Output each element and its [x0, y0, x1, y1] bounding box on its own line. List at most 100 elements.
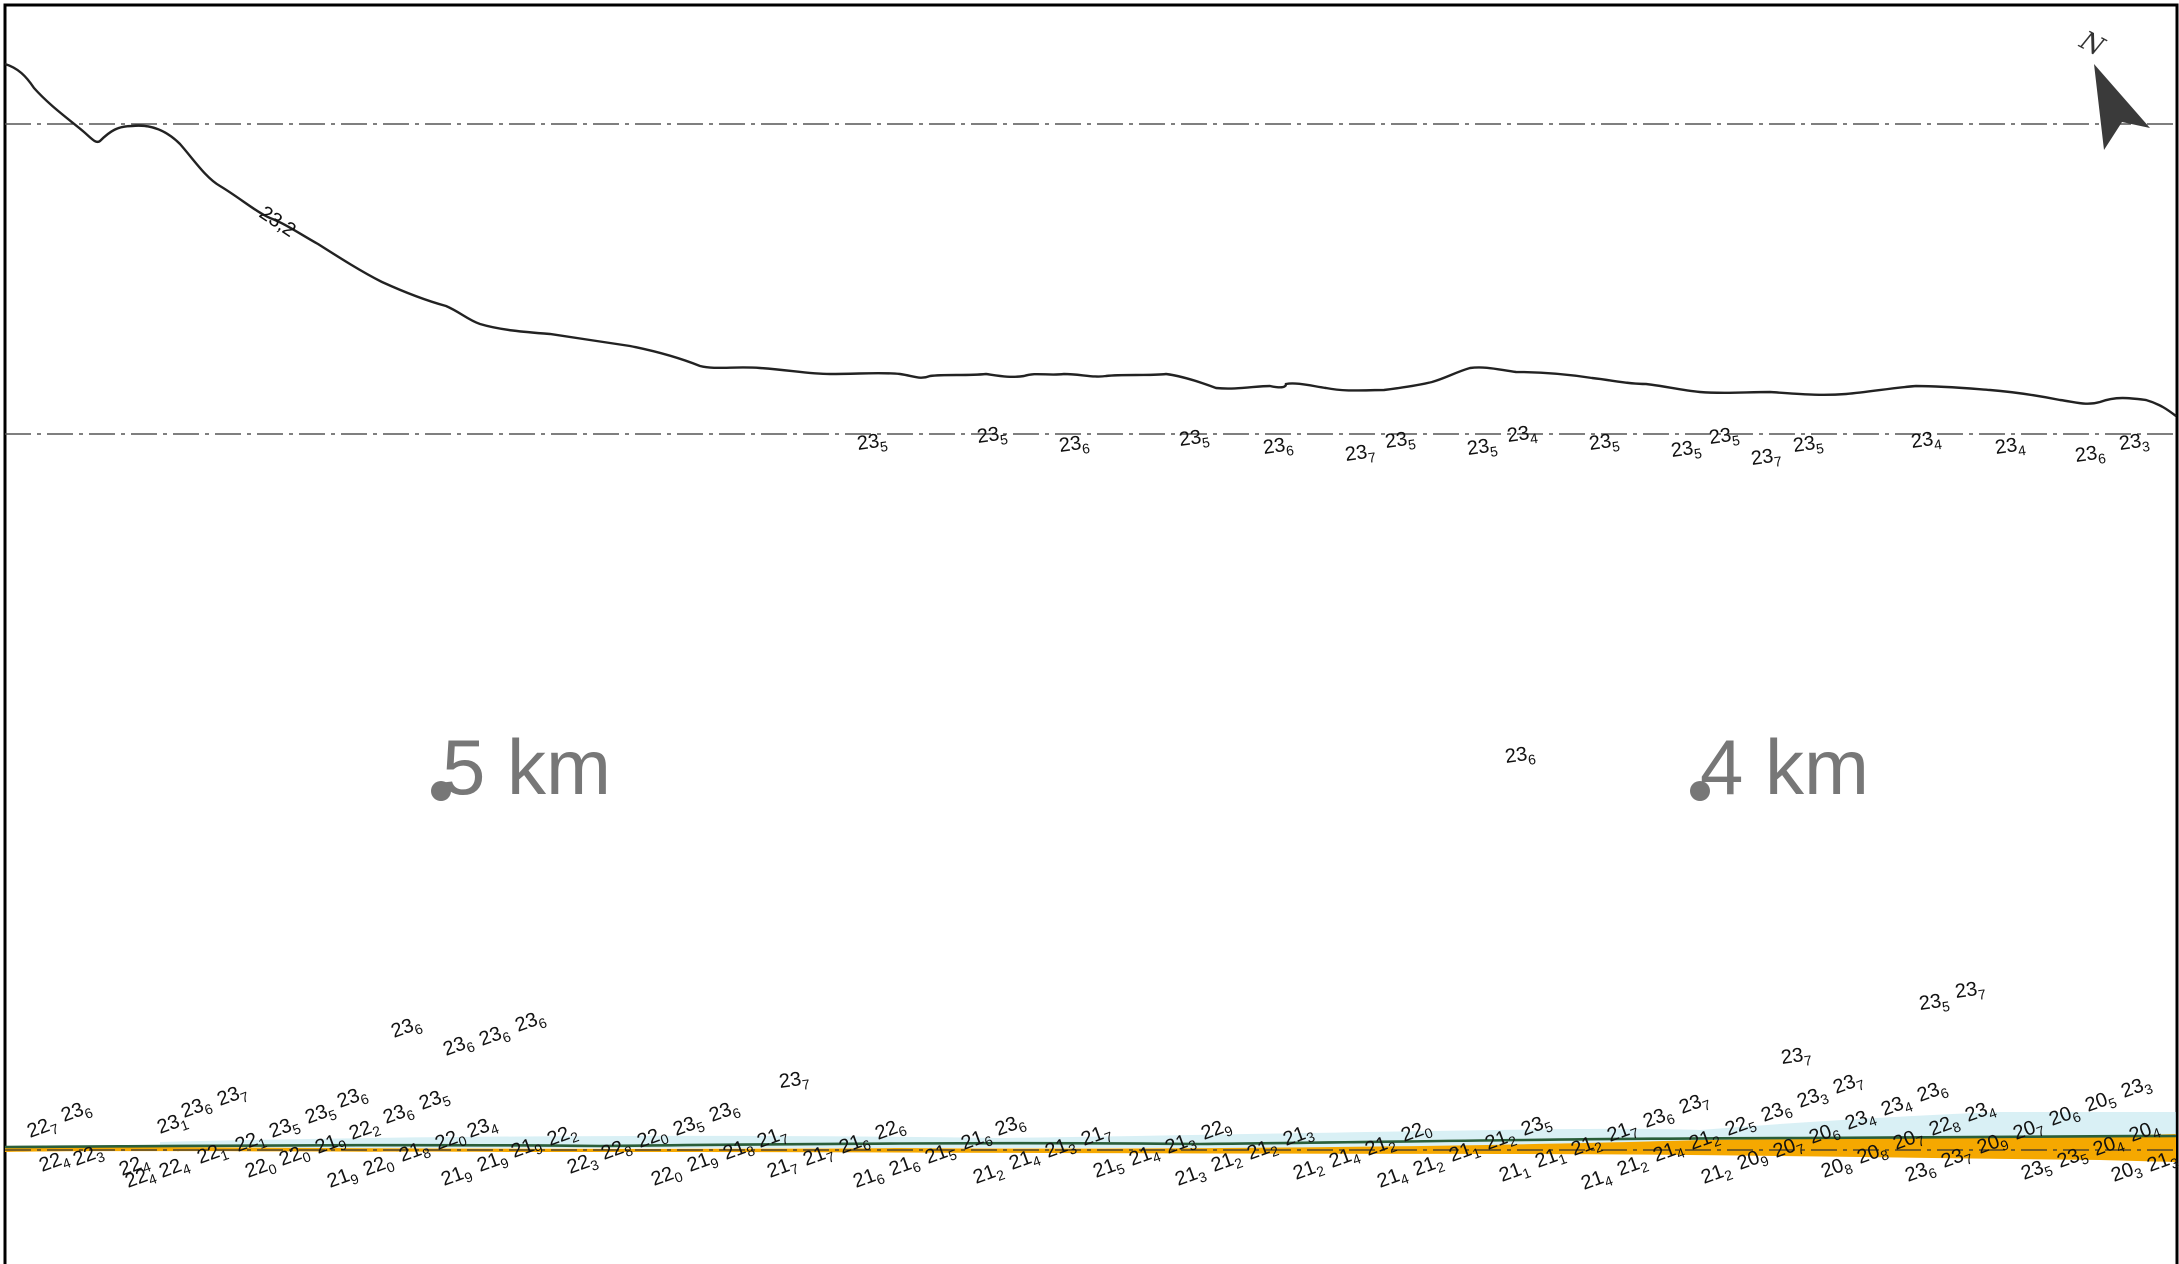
- depth-sounding: 236: [58, 1096, 95, 1130]
- depth-sounding: 235: [1670, 436, 1703, 465]
- depth-sounding: 217: [764, 1152, 801, 1186]
- sounding-whole: 23: [1466, 435, 1491, 460]
- sounding-whole: 21: [1698, 1160, 1726, 1188]
- sounding-whole: 22: [564, 1150, 592, 1178]
- depth-sounding: 237: [1750, 444, 1783, 473]
- depth-sounding: 224: [156, 1152, 193, 1186]
- depth-sounding: 236: [1902, 1156, 1939, 1190]
- sounding-whole: 21: [754, 1124, 782, 1152]
- depth-sounding: 221: [232, 1126, 269, 1160]
- sounding-whole: 21: [1614, 1152, 1642, 1180]
- depth-sounding: 213: [1042, 1132, 1079, 1166]
- shoreline: [4, 1112, 2177, 1162]
- sounding-whole: 21: [1410, 1152, 1438, 1180]
- sounding-whole: 23: [1910, 428, 1935, 453]
- sounding-decimal: 6: [1527, 751, 1537, 768]
- depth-sounding: 236: [476, 1020, 513, 1054]
- depth-sounding: 223: [70, 1140, 107, 1174]
- depth-sounding: 220: [242, 1152, 279, 1186]
- depth-sounding: 235: [856, 429, 889, 458]
- sounding-decimal: 7: [801, 1076, 811, 1093]
- sounding-whole: 23: [1588, 430, 1613, 455]
- sounding-whole: 20: [2108, 1158, 2136, 1186]
- depth-sounding: 223: [564, 1148, 601, 1182]
- sounding-whole: 23: [2118, 430, 2143, 455]
- sounding-whole: 20: [1818, 1154, 1846, 1182]
- depth-sounding: 212: [1410, 1150, 1447, 1184]
- north-arrow-icon: [2094, 64, 2150, 150]
- sounding-whole: 23: [1918, 990, 1943, 1015]
- depth-sounding: 236: [512, 1006, 549, 1040]
- sounding-whole: 23: [1058, 432, 1083, 457]
- sounding-whole: 21: [1374, 1164, 1402, 1192]
- depth-sounding: 212: [1614, 1150, 1651, 1184]
- sounding-whole: 21: [1172, 1162, 1200, 1190]
- depth-sounding: 214: [1374, 1162, 1411, 1196]
- sounding-whole: 23: [778, 1068, 803, 1093]
- sounding-whole: 23: [416, 1086, 444, 1114]
- depth-sounding: 233: [2118, 429, 2151, 458]
- sounding-decimal: 7: [1773, 453, 1783, 470]
- depth-sounding: 236: [1504, 742, 1537, 771]
- sounding-whole: 23: [1384, 428, 1409, 453]
- depth-sounding: 237: [778, 1067, 811, 1096]
- sounding-decimal: 5: [1731, 432, 1741, 449]
- sounding-decimal: 7: [1977, 986, 1987, 1003]
- depth-sounding: 212: [1698, 1158, 1735, 1192]
- sounding-whole: 23: [1914, 1078, 1942, 1106]
- depth-sounding: 235: [1384, 427, 1417, 456]
- sounding-whole: 23: [2118, 1074, 2146, 1102]
- sounding-decimal: 6: [2097, 450, 2107, 467]
- sounding-whole: 21: [324, 1164, 352, 1192]
- sounding-decimal: 7: [1803, 1052, 1813, 1069]
- depth-sounding: 220: [648, 1160, 685, 1194]
- sounding-whole: 21: [1578, 1166, 1606, 1194]
- depth-sounding: 235: [1178, 425, 1211, 454]
- sounding-decimal: 5: [1693, 445, 1703, 462]
- sounding-whole: 21: [836, 1130, 864, 1158]
- depth-sounding: 222: [544, 1120, 581, 1154]
- sounding-whole: 21: [684, 1148, 712, 1176]
- sounding-whole: 23: [1792, 432, 1817, 457]
- sounding-whole: 23: [1830, 1070, 1858, 1098]
- sounding-whole: 23: [1708, 424, 1733, 449]
- depth-sounding: 219: [438, 1160, 475, 1194]
- sounding-whole: 21: [1162, 1130, 1190, 1158]
- sounding-whole: 23: [1878, 1092, 1906, 1120]
- sounding-decimal: 5: [879, 438, 889, 455]
- sounding-whole: 23: [1676, 1090, 1704, 1118]
- sounding-whole: 22: [156, 1154, 184, 1182]
- depth-sounding: 237: [1954, 977, 1987, 1006]
- sounding-whole: 23: [58, 1098, 86, 1126]
- marker-dot: [1690, 781, 1710, 801]
- depth-sounding: 212: [1290, 1154, 1327, 1188]
- depth-sounding: 234: [1506, 421, 1539, 450]
- sounding-whole: 23: [1994, 434, 2019, 459]
- sounding-decimal: 5: [1815, 440, 1825, 457]
- sounding-whole: 21: [474, 1148, 502, 1176]
- sounding-whole: 23: [1794, 1084, 1822, 1112]
- map-frame: [3, 3, 2179, 1264]
- sounding-decimal: 5: [1941, 998, 1951, 1015]
- depth-sounding: 213: [1172, 1160, 1209, 1194]
- sounding-whole: 23: [1344, 441, 1369, 466]
- sounding-whole: 23: [154, 1110, 182, 1138]
- sounding-whole: 23: [302, 1100, 330, 1128]
- sounding-whole: 21: [970, 1160, 998, 1188]
- sounding-whole: 23: [1902, 1158, 1930, 1186]
- sounding-whole: 22: [232, 1128, 260, 1156]
- depth-sounding: 235: [416, 1084, 453, 1118]
- depth-sounding: 235: [1708, 423, 1741, 452]
- depth-sounding: 220: [432, 1124, 469, 1158]
- sounding-whole: 23: [706, 1098, 734, 1126]
- depth-sounding: 236: [1914, 1076, 1951, 1110]
- sounding-whole: 23: [476, 1022, 504, 1050]
- depth-sounding: 215: [1090, 1152, 1127, 1186]
- sounding-whole: 23: [1670, 437, 1695, 462]
- depth-sounding: 233: [1794, 1082, 1831, 1116]
- sounding-whole: 23: [512, 1008, 540, 1036]
- sounding-decimal: 4: [1933, 436, 1943, 453]
- soundings-middle: 236: [1504, 742, 1537, 771]
- north-label: N: [2074, 25, 2110, 63]
